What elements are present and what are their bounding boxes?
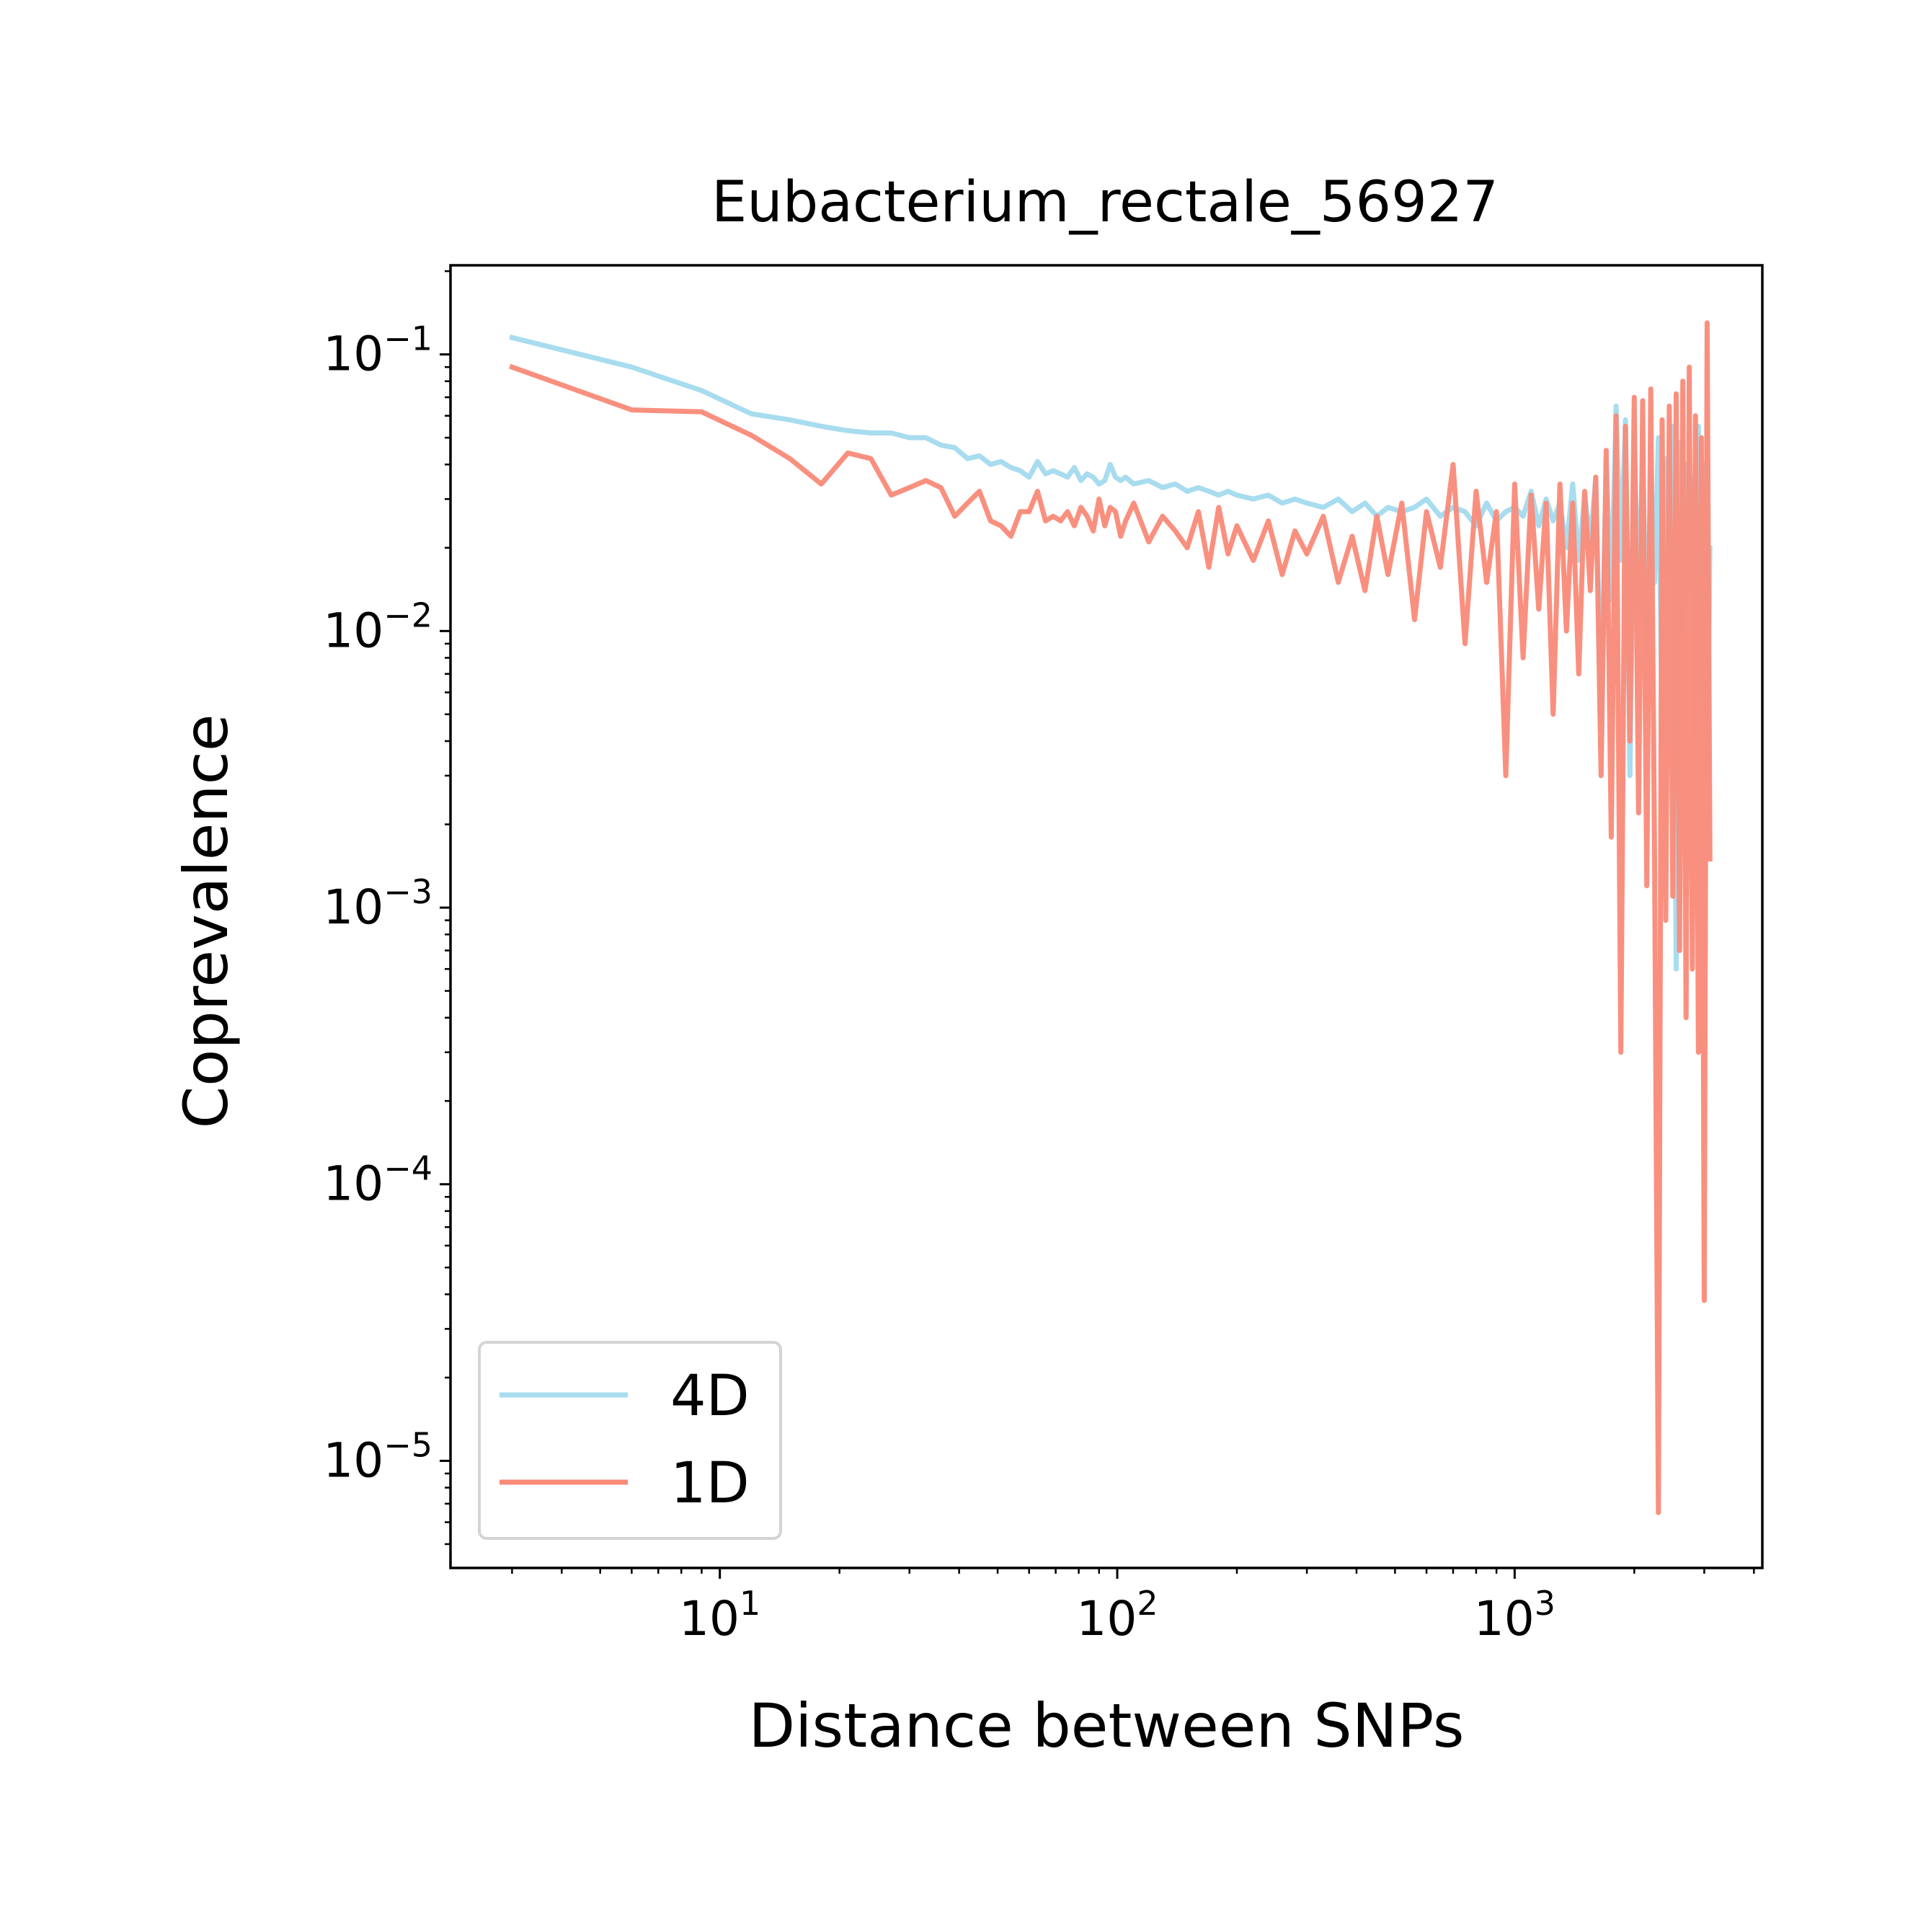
- major-ticks: [440, 353, 1516, 1579]
- legend: 4D 1D: [478, 1341, 782, 1540]
- y-tick-label: 10−5: [323, 1425, 432, 1488]
- chart-title: Eubacterium_rectale_56927: [711, 170, 1499, 235]
- series-line-1d: [508, 320, 1713, 1515]
- x-tick-label: 101: [679, 1584, 760, 1647]
- y-tick-label: 10−4: [323, 1149, 432, 1212]
- x-axis-label: Distance between SNPs: [748, 1690, 1464, 1761]
- tick-labels: 101 102 103 10−1 10−2 10−3 10−4 10−5: [323, 319, 1555, 1647]
- y-tick-label: 10−2: [323, 595, 432, 658]
- y-tick-label: 10−3: [323, 872, 432, 935]
- series-layer: [508, 320, 1713, 1515]
- y-tick-label: 10−1: [323, 319, 432, 382]
- legend-label-4d: 4D: [670, 1364, 750, 1429]
- legend-box: [478, 1341, 782, 1540]
- plot-frame: [449, 264, 1764, 1569]
- x-tick-label: 103: [1474, 1584, 1555, 1647]
- y-axis-label: Coprevalence: [171, 714, 241, 1128]
- legend-label-1d: 1D: [670, 1451, 750, 1516]
- x-tick-label: 102: [1076, 1584, 1158, 1647]
